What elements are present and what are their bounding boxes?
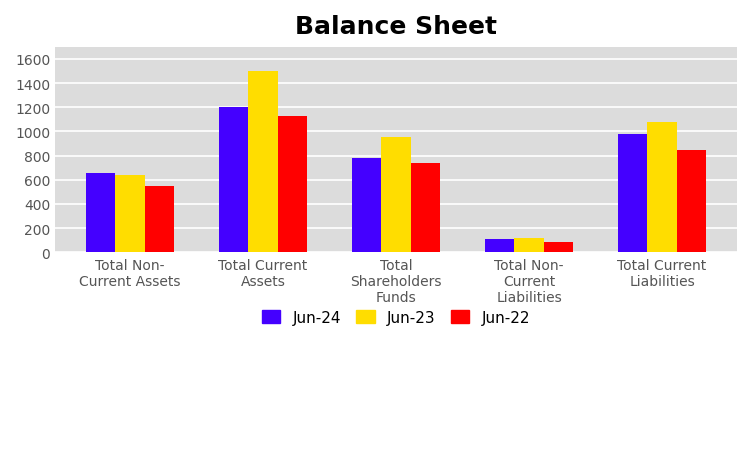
- Title: Balance Sheet: Balance Sheet: [295, 15, 497, 39]
- Bar: [544, 243, 573, 253]
- Bar: [86, 173, 115, 253]
- Bar: [485, 239, 514, 253]
- Bar: [514, 239, 544, 253]
- Bar: [618, 134, 647, 253]
- Bar: [411, 164, 440, 253]
- Bar: [381, 138, 411, 253]
- Bar: [277, 116, 307, 253]
- Bar: [647, 123, 677, 253]
- Bar: [248, 72, 277, 253]
- Bar: [144, 186, 174, 253]
- Bar: [352, 159, 381, 253]
- Bar: [219, 107, 248, 253]
- Bar: [677, 151, 706, 253]
- Bar: [115, 175, 144, 253]
- Legend: Jun-24, Jun-23, Jun-22: Jun-24, Jun-23, Jun-22: [256, 304, 536, 331]
